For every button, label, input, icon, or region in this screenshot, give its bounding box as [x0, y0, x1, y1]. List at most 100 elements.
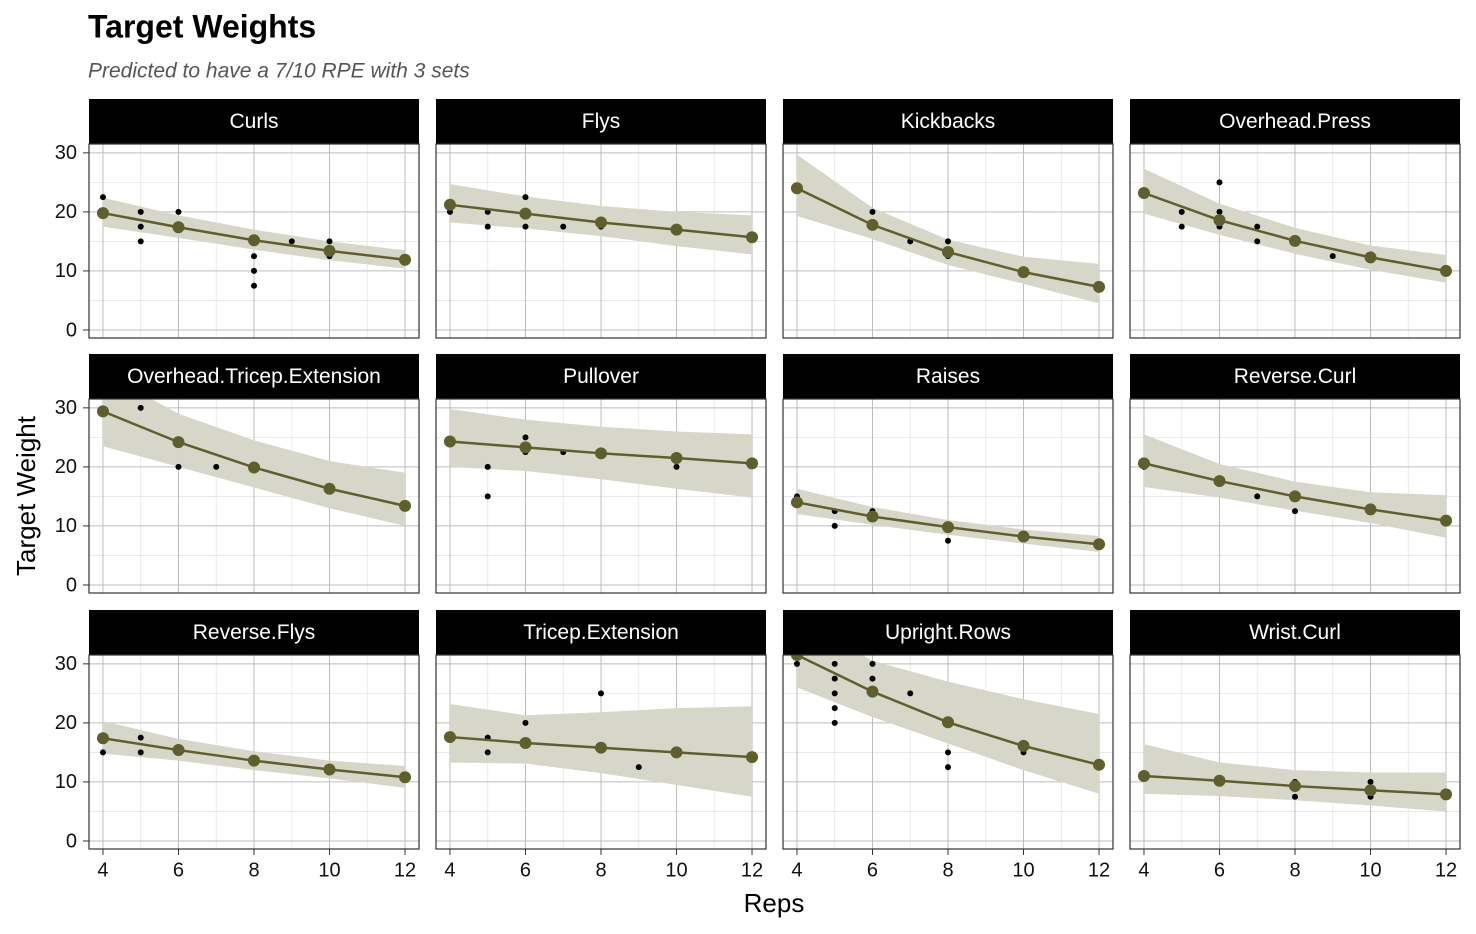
y-tick-label: 0	[66, 319, 77, 341]
panel	[443, 690, 759, 797]
y-tick-label: 10	[55, 771, 77, 793]
panel	[1137, 168, 1453, 283]
data-point	[831, 660, 838, 667]
y-tick-label: 0	[66, 574, 77, 596]
fit-point	[323, 763, 336, 776]
fit-point	[1289, 780, 1301, 793]
data-point	[326, 238, 333, 245]
data-point	[1329, 253, 1336, 260]
data-point	[484, 463, 491, 470]
data-point	[99, 194, 106, 201]
data-point	[598, 690, 604, 697]
x-tick-label: 12	[394, 859, 416, 881]
chart-subtitle: Predicted to have a 7/10 RPE with 3 sets	[88, 60, 470, 83]
data-point	[831, 690, 838, 697]
x-tick-label: 4	[791, 859, 802, 881]
x-tick-label: 10	[318, 859, 340, 881]
panel	[790, 488, 1106, 552]
x-tick-label: 6	[173, 859, 184, 881]
data-point	[869, 208, 876, 215]
data-point	[1254, 238, 1261, 245]
strip	[89, 354, 419, 399]
fit-point	[323, 482, 336, 495]
panel-title: Tricep.Extension	[523, 621, 679, 644]
data-point	[1216, 179, 1223, 186]
data-point	[945, 238, 951, 245]
fit-point	[96, 207, 109, 220]
fit-point	[746, 751, 759, 764]
fit-point	[866, 685, 879, 698]
fit-point	[1093, 758, 1106, 771]
x-tick-label: 4	[1138, 859, 1149, 881]
fit-point	[1137, 770, 1150, 783]
data-point	[945, 749, 951, 756]
fit-point	[595, 447, 607, 460]
fit-point	[942, 521, 954, 534]
fit-point	[790, 655, 803, 661]
fit-point	[1289, 234, 1301, 247]
data-point	[213, 463, 220, 470]
y-axis-title: Target Weight	[11, 415, 41, 576]
fit-point	[790, 496, 803, 509]
strip	[89, 99, 419, 144]
data-point	[831, 719, 838, 726]
data-point	[484, 493, 491, 500]
panel	[790, 154, 1106, 304]
panel-title: Pullover	[563, 365, 639, 388]
fit-point	[1017, 739, 1030, 752]
fit-point	[866, 218, 879, 231]
y-tick-label: 20	[55, 456, 77, 478]
data-point	[945, 764, 951, 771]
data-point	[251, 253, 257, 260]
fit-point	[519, 207, 532, 220]
panel-title: Kickbacks	[901, 110, 996, 133]
panel-border	[435, 143, 767, 339]
panel-border	[88, 143, 420, 339]
fit-point	[1093, 538, 1106, 551]
fit-point	[443, 435, 456, 448]
data-point	[137, 404, 144, 411]
data-point	[1254, 223, 1261, 230]
fit-point	[1137, 187, 1150, 200]
x-tick-label: 12	[1435, 859, 1457, 881]
fit-point	[172, 221, 185, 234]
fit-point	[670, 223, 683, 236]
fit-point	[670, 746, 683, 759]
x-tick-label: 10	[1359, 859, 1381, 881]
data-point	[484, 223, 491, 230]
fit-point	[519, 441, 532, 454]
data-point	[1292, 793, 1298, 800]
fit-point	[1213, 214, 1226, 227]
panel-border	[782, 398, 1114, 594]
x-tick-label: 4	[97, 859, 108, 881]
fit-point	[746, 231, 759, 244]
y-tick-label: 30	[55, 142, 77, 164]
strip	[1130, 354, 1460, 399]
x-tick-label: 10	[1012, 859, 1034, 881]
y-tick-label: 30	[55, 653, 77, 675]
panel-title: Overhead.Press	[1219, 110, 1371, 133]
panel-title: Upright.Rows	[885, 621, 1011, 644]
data-point	[522, 719, 529, 726]
fit-point	[1017, 266, 1030, 279]
panel-title: Raises	[916, 365, 980, 388]
data-point	[484, 749, 491, 756]
fit-point	[1364, 784, 1377, 797]
panel	[790, 655, 1106, 794]
fit-point	[248, 234, 260, 247]
x-tick-label: 8	[248, 859, 259, 881]
y-tick-label: 20	[55, 712, 77, 734]
fit-point	[96, 405, 109, 418]
fit-point	[595, 741, 607, 754]
data-point	[137, 238, 144, 245]
fit-point	[1440, 514, 1453, 527]
data-point	[831, 705, 838, 712]
y-tick-label: 10	[55, 260, 77, 282]
x-tick-label: 8	[942, 859, 953, 881]
fit-point	[1017, 530, 1030, 543]
y-tick-label: 0	[66, 830, 77, 852]
data-point	[99, 749, 106, 756]
panel-border	[782, 143, 1114, 339]
x-axis-title: Reps	[744, 888, 805, 918]
x-tick-label: 8	[595, 859, 606, 881]
